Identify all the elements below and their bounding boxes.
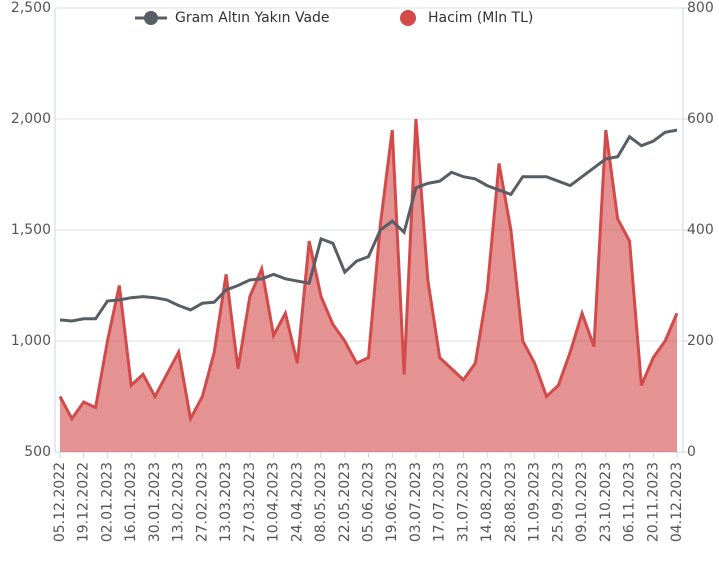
x-tick-label: 14.08.2023 <box>479 462 495 542</box>
legend-symbol <box>144 11 158 25</box>
x-tick-label: 13.02.2023 <box>171 462 187 542</box>
legend-label: Hacim (Mln TL) <box>428 10 533 26</box>
x-tick-label: 19.06.2023 <box>384 462 400 542</box>
line <box>59 128 678 323</box>
x-tick-label: 10.04.2023 <box>266 462 282 542</box>
x-tick-label: 11.09.2023 <box>527 462 543 542</box>
y2-tick-label: 400 <box>687 222 714 238</box>
x-tick-label: 03.07.2023 <box>408 462 424 542</box>
legend-symbol <box>400 10 416 26</box>
x-tick-label: 23.10.2023 <box>598 462 614 542</box>
x-tick-label: 08.05.2023 <box>313 462 329 542</box>
y-tick-label: 1,500 <box>11 222 51 238</box>
x-tick-label: 04.12.2023 <box>669 462 685 542</box>
y2-tick-label: 200 <box>687 333 714 349</box>
x-tick-label: 30.01.2023 <box>147 462 163 542</box>
area-line <box>58 118 679 424</box>
y-tick-label: 1,000 <box>11 333 51 349</box>
y-tick-label: 2,000 <box>11 111 51 127</box>
x-tick-label: 27.03.2023 <box>242 462 258 542</box>
y-tick-label: 2,500 <box>11 0 51 16</box>
legend-label: Gram Altın Yakın Vade <box>175 10 330 26</box>
x-tick-label: 27.02.2023 <box>194 462 210 542</box>
x-tick-label: 31.07.2023 <box>455 462 471 542</box>
area <box>60 119 677 452</box>
x-tick-label: 22.05.2023 <box>337 462 353 542</box>
x-tick-label: 20.11.2023 <box>645 462 661 542</box>
x-tick-label: 28.08.2023 <box>503 462 519 542</box>
x-tick-label: 09.10.2023 <box>574 462 590 542</box>
x-tick-label: 05.12.2022 <box>52 462 68 542</box>
x-tick-label: 19.12.2022 <box>76 462 92 542</box>
x-tick-label: 06.11.2023 <box>622 462 638 542</box>
x-tick-label: 16.01.2023 <box>123 462 139 542</box>
y2-tick-label: 0 <box>687 444 696 460</box>
x-tick-label: 02.01.2023 <box>99 462 115 542</box>
y-tick-label: 500 <box>24 444 51 460</box>
x-tick-label: 24.04.2023 <box>289 462 305 542</box>
x-tick-label: 13.03.2023 <box>218 462 234 542</box>
x-tick-label: 05.06.2023 <box>361 462 377 542</box>
x-tick-label: 17.07.2023 <box>432 462 448 542</box>
y2-tick-label: 600 <box>687 111 714 127</box>
x-tick-label: 25.09.2023 <box>550 462 566 542</box>
y2-tick-label: 800 <box>687 0 714 16</box>
